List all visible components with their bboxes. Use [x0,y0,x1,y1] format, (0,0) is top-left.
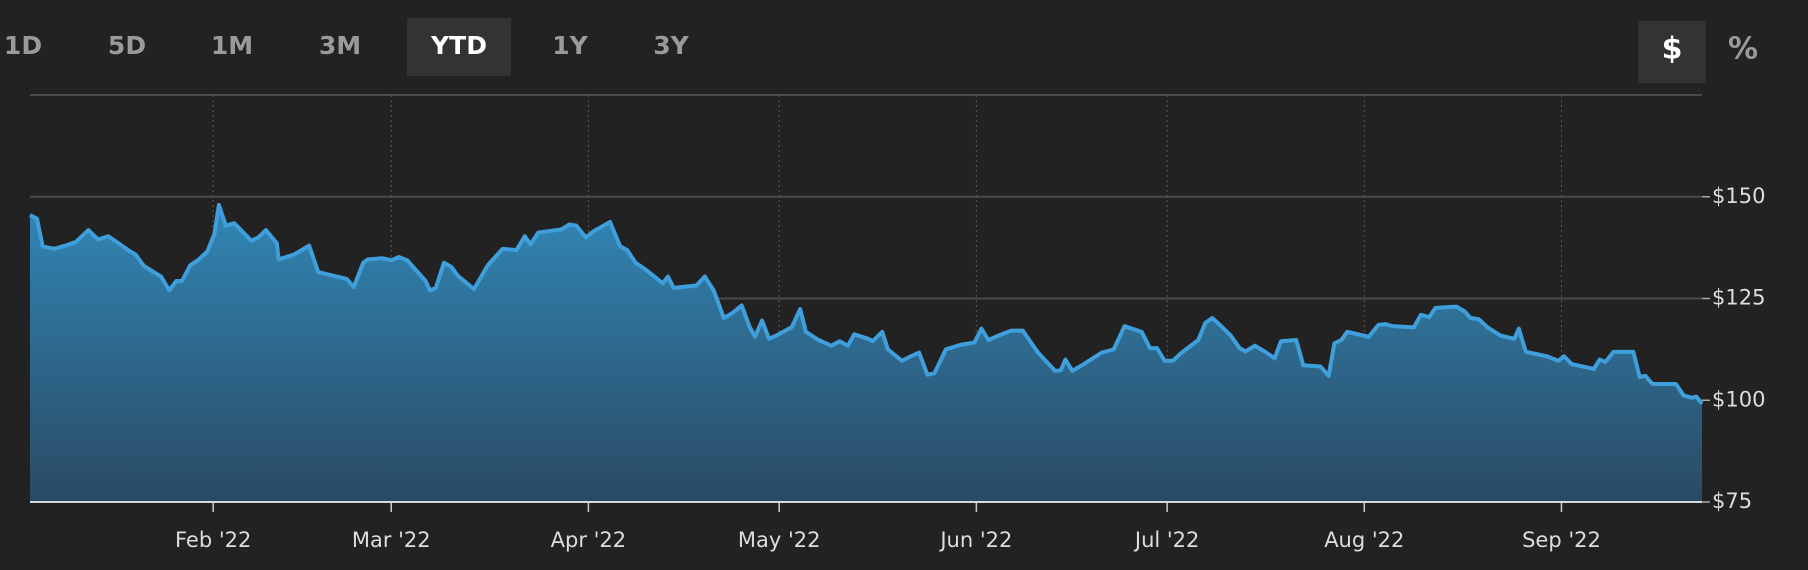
x-tick-label: Apr '22 [551,528,627,552]
y-tick-label: $100 [1712,387,1765,411]
x-tick-label: May '22 [738,528,821,552]
button-label: $ [1662,32,1683,67]
y-tick-label: $125 [1712,286,1765,310]
range-button[interactable]: 1M [211,31,253,60]
button-label: 1D [4,31,42,60]
button-label: 1M [211,31,253,60]
x-tick-label: Jun '22 [938,528,1012,552]
range-button[interactable]: 3M [319,31,361,60]
plot: $75 $100 $125 $150 Feb '22 Mar '22 Apr '22 May … [29,94,1765,552]
range-button[interactable]: 1D [4,31,42,60]
unit-button[interactable]: % [1728,32,1758,67]
x-tick-label: Aug '22 [1324,528,1404,552]
y-tick-label: $75 [1712,489,1752,513]
x-tick-label: Jul '22 [1133,528,1200,552]
area-fill [30,204,1702,502]
button-label: YTD [430,31,487,60]
x-tick-label: Sep '22 [1522,528,1601,552]
unit-button[interactable]: $ [1638,21,1706,83]
button-label: 5D [108,31,146,60]
range-button[interactable]: 3Y [653,31,689,60]
y-tick-label: $150 [1712,184,1765,208]
button-label: 3M [319,31,361,60]
range-button[interactable]: 5D [108,31,146,60]
button-label: 3Y [653,31,689,60]
x-tick-label: Mar '22 [352,528,431,552]
toolbar: 1D 5D 1M 3M YTD 1Y 3Y $% [4,18,1758,83]
range-button[interactable]: 1Y [552,31,588,60]
price-line [29,202,1704,406]
button-label: % [1728,32,1758,67]
button-bg [407,18,511,76]
button-bg [1638,21,1706,83]
range-button[interactable]: YTD [407,18,511,76]
x-tick-label: Feb '22 [175,528,251,552]
button-label: 1Y [552,31,588,60]
